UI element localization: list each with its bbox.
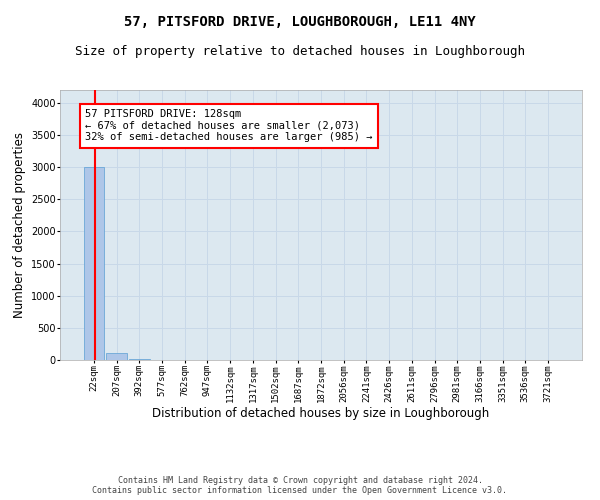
Bar [84,167,104,360]
X-axis label: Distribution of detached houses by size in Loughborough: Distribution of detached houses by size … [152,408,490,420]
Bar [106,353,127,360]
Y-axis label: Number of detached properties: Number of detached properties [13,132,26,318]
Text: 57, PITSFORD DRIVE, LOUGHBOROUGH, LE11 4NY: 57, PITSFORD DRIVE, LOUGHBOROUGH, LE11 4… [124,15,476,29]
Text: 57 PITSFORD DRIVE: 128sqm
← 67% of detached houses are smaller (2,073)
32% of se: 57 PITSFORD DRIVE: 128sqm ← 67% of detac… [85,110,373,142]
Text: Size of property relative to detached houses in Loughborough: Size of property relative to detached ho… [75,45,525,58]
Text: Contains HM Land Registry data © Crown copyright and database right 2024.
Contai: Contains HM Land Registry data © Crown c… [92,476,508,495]
